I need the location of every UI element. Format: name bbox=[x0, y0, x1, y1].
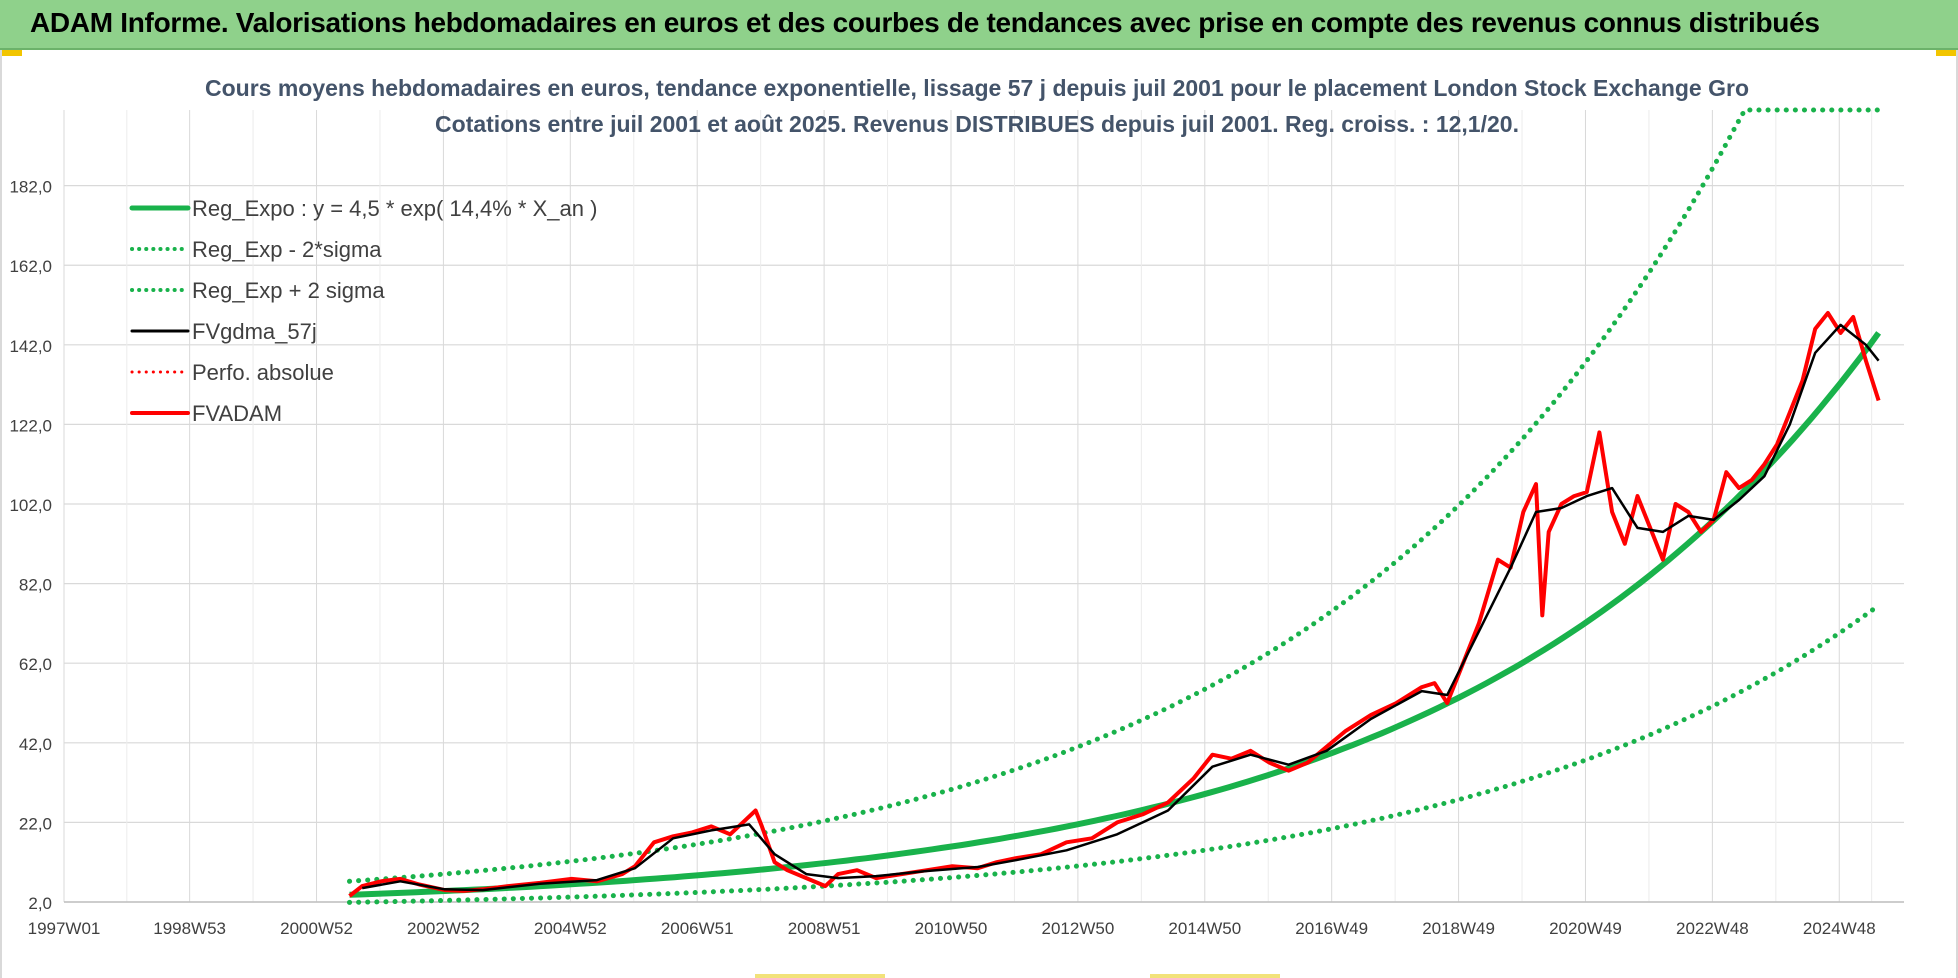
legend-label: Reg_Expo : y = 4,5 * exp( 14,4% * X_an ) bbox=[192, 196, 597, 221]
y-tick-label: 62,0 bbox=[19, 655, 52, 674]
x-tick-label: 2004W52 bbox=[534, 919, 607, 938]
legend-label: FVADAM bbox=[192, 401, 282, 426]
x-tick-label: 2020W49 bbox=[1549, 919, 1622, 938]
x-tick-label: 2018W49 bbox=[1422, 919, 1495, 938]
legend-label: Reg_Exp + 2 sigma bbox=[192, 278, 385, 303]
y-tick-label: 122,0 bbox=[9, 416, 52, 435]
x-tick-label: 2002W52 bbox=[407, 919, 480, 938]
x-tick-label: 2010W50 bbox=[915, 919, 988, 938]
y-tick-label: 42,0 bbox=[19, 735, 52, 754]
x-tick-label: 2006W51 bbox=[661, 919, 734, 938]
legend-label: Perfo. absolue bbox=[192, 360, 334, 385]
report-banner: ADAM Informe. Valorisations hebdomadaire… bbox=[0, 0, 1958, 50]
y-tick-label: 102,0 bbox=[9, 496, 52, 515]
series-exp-trend-upper-line bbox=[347, 107, 1882, 884]
x-tick-label: 2008W51 bbox=[788, 919, 861, 938]
series-price-line bbox=[348, 311, 1881, 898]
x-tick-label: 2014W50 bbox=[1168, 919, 1241, 938]
chart-legend: Reg_Expo : y = 4,5 * exp( 14,4% * X_an )… bbox=[129, 196, 597, 426]
chart-series bbox=[347, 107, 1882, 905]
series-smoothed-line bbox=[361, 323, 1880, 892]
y-tick-label: 82,0 bbox=[19, 576, 52, 595]
x-tick-label: 2012W50 bbox=[1042, 919, 1115, 938]
y-tick-label: 2,0 bbox=[28, 894, 52, 913]
chart-area: 1997W01 1998W53 2000W52 2002W52 2004W52 2006W… bbox=[0, 50, 1958, 978]
bottom-accent-1 bbox=[755, 974, 885, 978]
bottom-accent-2 bbox=[1150, 974, 1280, 978]
y-tick-label: 142,0 bbox=[9, 337, 52, 356]
chart-grid bbox=[63, 110, 1904, 903]
chart-title: Cours moyens hebdomadaires en euros, ten… bbox=[205, 75, 1749, 101]
x-axis-ticks: 1997W01 1998W53 2000W52 2002W52 2004W52 2006W… bbox=[28, 919, 1876, 938]
series-exp-trend-line bbox=[349, 331, 1882, 898]
series-exp-trend-lower-line bbox=[347, 603, 1882, 905]
y-tick-label: 22,0 bbox=[19, 814, 52, 833]
x-tick-label: 2022W48 bbox=[1676, 919, 1749, 938]
y-tick-label: 182,0 bbox=[9, 178, 52, 197]
corner-accent-right bbox=[1936, 50, 1958, 56]
x-tick-label: 2024W48 bbox=[1803, 919, 1876, 938]
y-tick-label: 162,0 bbox=[9, 257, 52, 276]
chart-subtitle: Cotations entre juil 2001 et août 2025. … bbox=[435, 111, 1519, 137]
legend-label: FVgdma_57j bbox=[192, 319, 317, 344]
x-tick-label: 2016W49 bbox=[1295, 919, 1368, 938]
line-chart: 1997W01 1998W53 2000W52 2002W52 2004W52 2006W… bbox=[9, 75, 1904, 938]
y-axis-ticks: 2,0 22,0 42,0 62,0 82,0 102,0 122,0 142,0 162,0 1… bbox=[9, 178, 52, 913]
report-title: ADAM Informe. Valorisations hebdomadaire… bbox=[30, 7, 1820, 38]
legend-label: Reg_Exp - 2*sigma bbox=[192, 237, 382, 262]
x-tick-label: 2000W52 bbox=[280, 919, 353, 938]
x-tick-label: 1998W53 bbox=[153, 919, 226, 938]
x-tick-label: 1997W01 bbox=[28, 919, 101, 938]
corner-accent-left bbox=[0, 50, 22, 56]
